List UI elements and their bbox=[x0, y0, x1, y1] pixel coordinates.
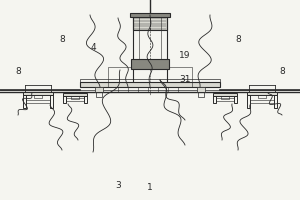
Text: 8: 8 bbox=[59, 36, 65, 45]
Text: 4: 4 bbox=[90, 44, 96, 52]
Bar bbox=[63, 93, 87, 96]
Bar bbox=[197, 87, 205, 92]
Bar bbox=[221, 96, 229, 99]
Bar bbox=[50, 95, 53, 108]
Bar bbox=[234, 96, 237, 103]
Bar bbox=[63, 96, 66, 103]
Bar bbox=[258, 95, 266, 98]
Bar bbox=[247, 92, 277, 95]
Text: 3: 3 bbox=[115, 182, 121, 190]
Bar bbox=[216, 98, 234, 101]
Bar bbox=[213, 96, 216, 103]
Bar bbox=[108, 67, 192, 87]
Bar bbox=[130, 13, 170, 17]
Bar bbox=[66, 98, 84, 101]
Text: 31: 31 bbox=[179, 75, 191, 84]
Bar bbox=[34, 95, 42, 98]
Bar bbox=[213, 93, 237, 96]
Bar bbox=[95, 87, 103, 92]
Text: 8: 8 bbox=[15, 68, 21, 76]
Text: 19: 19 bbox=[179, 50, 191, 60]
Bar bbox=[274, 95, 277, 108]
Text: 8: 8 bbox=[279, 68, 285, 76]
Bar bbox=[80, 82, 220, 87]
Bar bbox=[131, 59, 169, 69]
Bar bbox=[71, 96, 79, 99]
Text: 8: 8 bbox=[235, 36, 241, 45]
Bar bbox=[26, 100, 50, 103]
Bar bbox=[247, 95, 250, 108]
Bar bbox=[96, 92, 102, 97]
Text: 1: 1 bbox=[147, 184, 153, 192]
Bar bbox=[84, 96, 87, 103]
Bar bbox=[133, 16, 167, 30]
Bar bbox=[80, 79, 220, 82]
Bar bbox=[250, 100, 274, 103]
Bar bbox=[23, 95, 26, 108]
Bar bbox=[23, 92, 53, 95]
Bar bbox=[198, 92, 204, 97]
